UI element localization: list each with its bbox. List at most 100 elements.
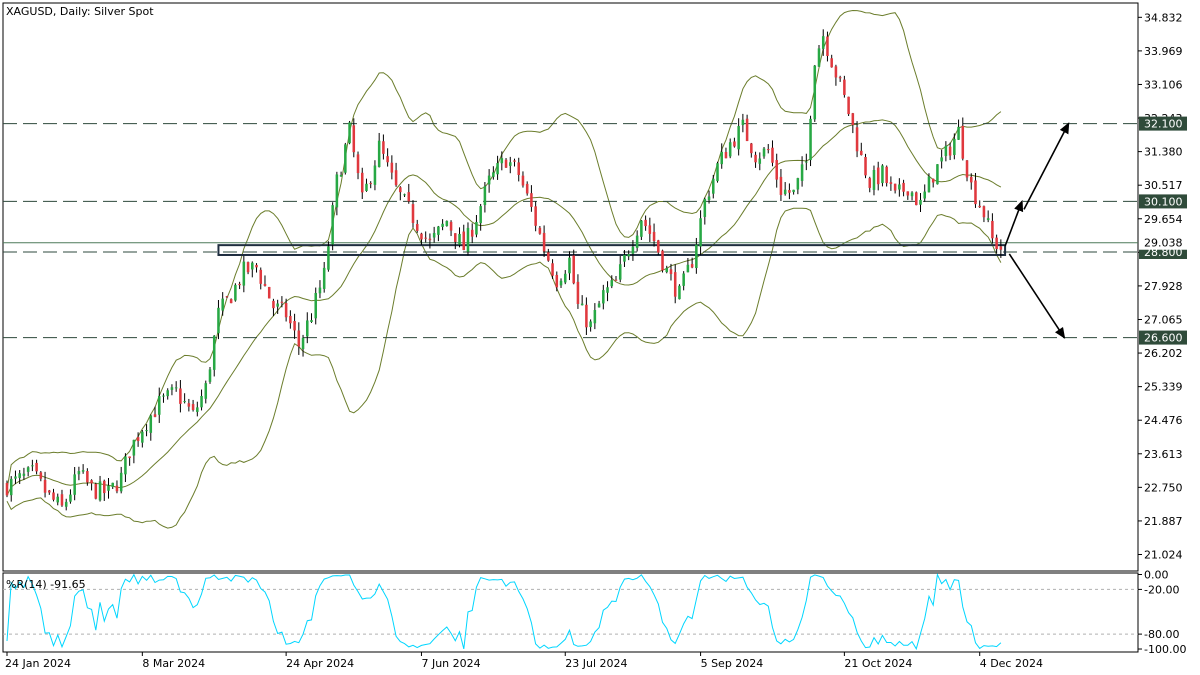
candle [915, 191, 918, 206]
wpr-tick-label: -100.00 [1144, 643, 1186, 656]
candle-body [119, 472, 123, 492]
candle-body [762, 148, 766, 157]
candle [762, 146, 766, 159]
candle [530, 185, 533, 212]
candle [720, 143, 723, 169]
candle-body [936, 164, 939, 185]
candle-body [720, 151, 723, 165]
candle [35, 459, 38, 475]
candle-body [348, 122, 351, 144]
candle [162, 393, 165, 403]
candle [707, 190, 711, 204]
candle-body [259, 269, 263, 284]
candle [982, 205, 986, 223]
date-tick-label: 7 Jun 2024 [421, 657, 480, 670]
candle [487, 169, 491, 193]
candle [382, 134, 385, 160]
candle-body [48, 490, 51, 493]
candle-body [466, 227, 470, 252]
candle [428, 233, 432, 249]
candle [306, 312, 309, 344]
candle [568, 251, 571, 281]
candle-body [665, 268, 669, 273]
price-tick-label: 30.517 [1144, 179, 1183, 192]
candle [940, 149, 943, 169]
candle [648, 217, 652, 242]
candle-body [745, 118, 749, 142]
candle [678, 284, 681, 300]
candle [267, 286, 271, 299]
candle [293, 313, 296, 339]
candle-body [196, 407, 199, 412]
candle [800, 156, 804, 187]
candle [454, 233, 457, 250]
price-tick-label: 24.476 [1144, 414, 1183, 427]
candle-body [136, 437, 140, 442]
candle-body [618, 264, 622, 280]
candle-body [521, 175, 525, 186]
candle-body [648, 225, 652, 234]
candle-body [365, 183, 368, 191]
candle [242, 255, 246, 293]
candle [902, 179, 905, 197]
candle [394, 162, 398, 187]
candle-body [339, 175, 343, 177]
candle-body [640, 220, 643, 237]
candle [344, 142, 347, 175]
candle [779, 168, 783, 202]
candle [521, 171, 525, 188]
bollinger-middle-band [6, 119, 1002, 496]
candle-body [602, 290, 605, 304]
candle [788, 183, 791, 200]
candle-body [695, 244, 698, 268]
candle [318, 280, 322, 299]
candle [356, 151, 360, 180]
candle-body [157, 396, 161, 415]
candle-body [644, 219, 647, 227]
candle-body [860, 150, 863, 156]
candle [580, 295, 584, 306]
candle [280, 296, 284, 308]
bollinger-upper-band [6, 9, 1002, 490]
candle-body [530, 193, 533, 207]
candle-body [242, 261, 246, 286]
candle-body [344, 144, 347, 173]
candle-body [166, 390, 169, 397]
candle [838, 75, 842, 82]
candle [821, 29, 825, 56]
date-tick-label: 24 Jan 2024 [5, 657, 71, 670]
candle-body [352, 125, 356, 153]
candle [98, 475, 102, 502]
price-tick-label: 27.928 [1144, 280, 1183, 293]
candle-body [310, 320, 313, 322]
candle-body [479, 206, 482, 224]
candle-body [534, 206, 537, 226]
candle-body [449, 221, 453, 231]
indicator-title: %R(14) -91.65 [6, 578, 86, 591]
candle-body [132, 439, 136, 456]
candle [124, 453, 127, 483]
candle [69, 489, 72, 504]
level-label-box [1139, 194, 1187, 209]
candle [986, 210, 990, 223]
candle-body [200, 396, 203, 408]
candle [246, 261, 250, 275]
candle-body [733, 141, 736, 147]
candle-body [978, 205, 981, 208]
candle-body [98, 481, 102, 501]
candle [805, 153, 808, 171]
candle-body [593, 310, 597, 324]
candle [661, 249, 664, 273]
candle-body [986, 218, 990, 221]
bollinger-lower-band [6, 207, 1002, 529]
candle [94, 482, 98, 500]
candle [635, 230, 639, 252]
candle-body [69, 494, 72, 502]
candle-body [919, 199, 922, 205]
candle [555, 271, 559, 292]
candle-body [394, 170, 398, 186]
candle [504, 158, 508, 168]
candle [301, 334, 305, 357]
candle [783, 182, 787, 196]
candle-body [191, 404, 195, 410]
